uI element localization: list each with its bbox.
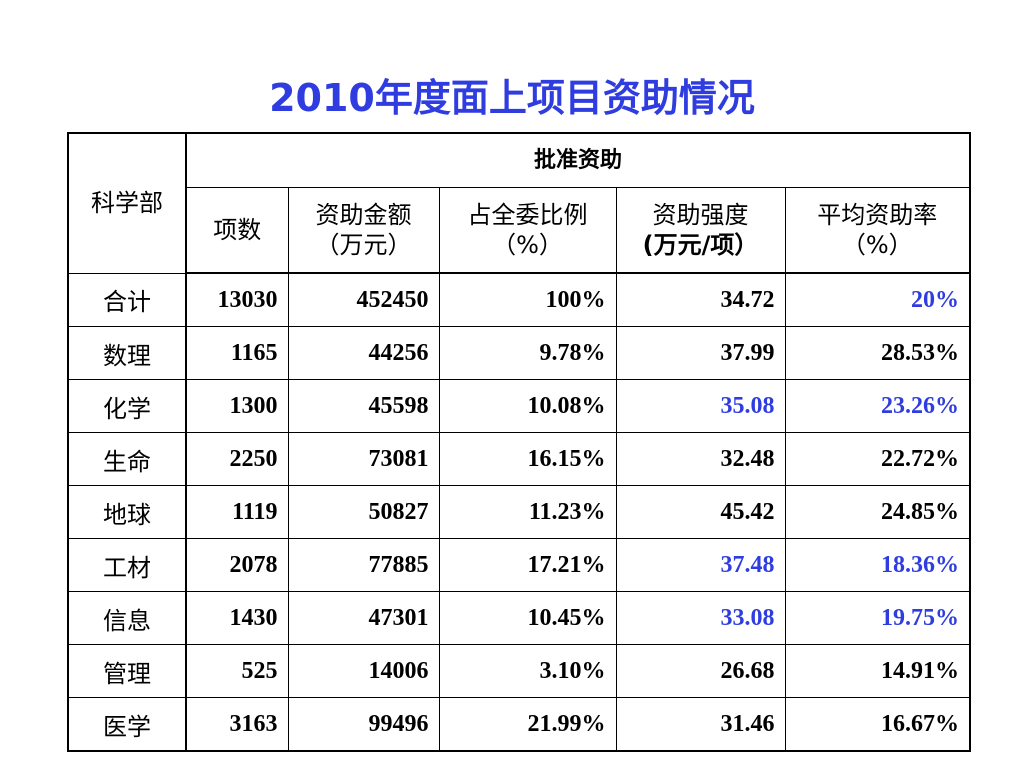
amount-cell: 73081 [287, 432, 440, 486]
dept-cell: 医学 [67, 697, 187, 752]
count-cell: 1300 [185, 379, 289, 433]
intensity-cell: 31.46 [615, 697, 786, 752]
share-cell: 10.45% [438, 591, 617, 645]
column-header-intensity-line2: (万元/项） [642, 231, 759, 259]
column-header-rate-line2: （%） [841, 231, 913, 259]
rate-cell: 28.53% [784, 326, 971, 380]
amount-cell: 14006 [287, 644, 440, 698]
intensity-cell: 34.72 [615, 272, 786, 327]
dept-cell: 合计 [67, 272, 187, 327]
column-header-amount-line2: （万元） [315, 231, 412, 259]
rate-cell: 14.91% [784, 644, 971, 698]
column-header-rate-line1: 平均资助率 [817, 201, 938, 229]
share-cell: 10.08% [438, 379, 617, 433]
column-header-share: 占全委比例 （%） [438, 187, 617, 274]
column-header-share-line2: （%） [492, 231, 563, 259]
dept-cell: 工材 [67, 538, 187, 592]
count-cell: 1430 [185, 591, 289, 645]
amount-cell: 50827 [287, 485, 440, 539]
share-cell: 3.10% [438, 644, 617, 698]
dept-cell: 管理 [67, 644, 187, 698]
intensity-cell: 26.68 [615, 644, 786, 698]
table-row: 数理 1165 44256 9.78% 37.99 28.53% [67, 326, 971, 380]
amount-cell: 452450 [287, 272, 440, 327]
dept-cell: 信息 [67, 591, 187, 645]
rate-cell: 18.36% [784, 538, 971, 592]
table-row: 合计 13030 452450 100% 34.72 20% [67, 272, 971, 327]
rate-cell: 24.85% [784, 485, 971, 539]
intensity-cell: 37.99 [615, 326, 786, 380]
dept-cell: 地球 [67, 485, 187, 539]
intensity-cell: 45.42 [615, 485, 786, 539]
count-cell: 1165 [185, 326, 289, 380]
column-header-intensity-line1: 资助强度 [652, 201, 749, 229]
dept-cell: 生命 [67, 432, 187, 486]
table-row: 地球 1119 50827 11.23% 45.42 24.85% [67, 485, 971, 539]
amount-cell: 45598 [287, 379, 440, 433]
intensity-cell: 32.48 [615, 432, 786, 486]
intensity-cell: 35.08 [615, 379, 786, 433]
amount-cell: 99496 [287, 697, 440, 752]
intensity-cell: 33.08 [615, 591, 786, 645]
column-header-count: 项数 [185, 187, 289, 274]
grant-table: 科学部 批准资助 项数 资助金额 （万元） 占全委比例 （%） 资助强度 (万元… [67, 132, 971, 752]
table-row: 化学 1300 45598 10.08% 35.08 23.26% [67, 379, 971, 433]
rate-cell: 19.75% [784, 591, 971, 645]
count-cell: 2078 [185, 538, 289, 592]
table-row: 生命 2250 73081 16.15% 32.48 22.72% [67, 432, 971, 486]
column-header-intensity: 资助强度 (万元/项） [615, 187, 786, 274]
rate-cell: 20% [784, 272, 971, 327]
count-cell: 2250 [185, 432, 289, 486]
table-row: 医学 3163 99496 21.99% 31.46 16.67% [67, 697, 971, 752]
intensity-cell: 37.48 [615, 538, 786, 592]
share-cell: 21.99% [438, 697, 617, 752]
share-cell: 16.15% [438, 432, 617, 486]
amount-cell: 77885 [287, 538, 440, 592]
slide-title: 2010年度面上项目资助情况 [269, 76, 755, 120]
corner-header: 科学部 [67, 132, 187, 274]
column-header-count-line1: 项数 [213, 216, 262, 244]
column-header-rate: 平均资助率 （%） [784, 187, 971, 274]
table-row: 信息 1430 47301 10.45% 33.08 19.75% [67, 591, 971, 645]
column-header-share-line1: 占全委比例 [467, 201, 588, 229]
count-cell: 1119 [185, 485, 289, 539]
amount-cell: 44256 [287, 326, 440, 380]
share-cell: 100% [438, 272, 617, 327]
table-row: 工材 2078 77885 17.21% 37.48 18.36% [67, 538, 971, 592]
count-cell: 13030 [185, 272, 289, 327]
column-header-amount: 资助金额 （万元） [287, 187, 440, 274]
dept-cell: 化学 [67, 379, 187, 433]
count-cell: 525 [185, 644, 289, 698]
group-header: 批准资助 [185, 132, 971, 188]
table-row: 管理 525 14006 3.10% 26.68 14.91% [67, 644, 971, 698]
share-cell: 17.21% [438, 538, 617, 592]
rate-cell: 23.26% [784, 379, 971, 433]
amount-cell: 47301 [287, 591, 440, 645]
rate-cell: 22.72% [784, 432, 971, 486]
rate-cell: 16.67% [784, 697, 971, 752]
column-header-amount-line1: 资助金额 [315, 201, 412, 229]
count-cell: 3163 [185, 697, 289, 752]
share-cell: 11.23% [438, 485, 617, 539]
dept-cell: 数理 [67, 326, 187, 380]
share-cell: 9.78% [438, 326, 617, 380]
